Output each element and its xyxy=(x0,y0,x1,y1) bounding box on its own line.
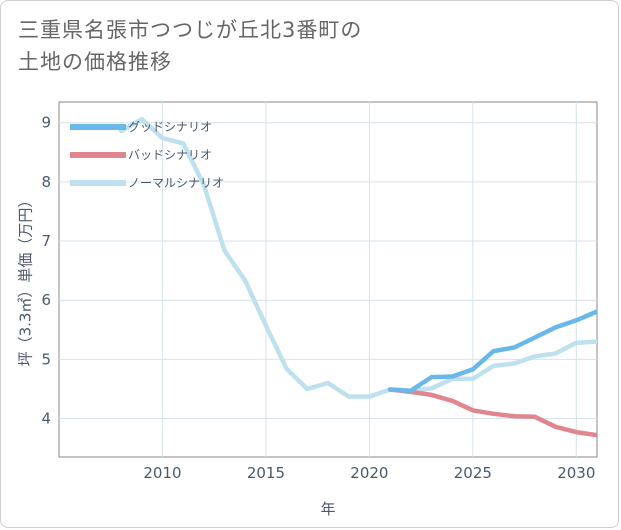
y-tick-label: 4 xyxy=(41,410,51,428)
y-tick-label: 7 xyxy=(41,232,51,250)
legend-label: ノーマルシナリオ xyxy=(128,176,224,190)
x-tick-label: 2025 xyxy=(454,464,492,482)
x-tick-label: 2010 xyxy=(143,464,181,482)
x-tick-label: 2015 xyxy=(247,464,285,482)
legend-item[interactable]: グッドシナリオ xyxy=(70,120,212,134)
legend-label: バッドシナリオ xyxy=(128,148,212,162)
x-tick-label: 2030 xyxy=(557,464,595,482)
x-axis-title: 年 xyxy=(320,500,335,518)
y-tick-label: 6 xyxy=(41,291,51,309)
y-tick-label: 9 xyxy=(41,114,51,132)
y-tick-label: 8 xyxy=(41,173,51,191)
legend-label: グッドシナリオ xyxy=(128,120,212,134)
series-lines xyxy=(118,116,597,438)
plot-area xyxy=(58,101,598,458)
y-axis-title: 坪（3.3㎡）単価（万円） xyxy=(17,193,35,367)
axis-ticks: 2010 2015 2020 2025 2030 4 5 6 7 8 9 xyxy=(41,114,595,482)
series-line xyxy=(118,116,597,399)
chart-title: 三重県名張市つつじが丘北3番町の 土地の価格推移 xyxy=(18,18,363,74)
series-line xyxy=(387,309,597,393)
series-line xyxy=(387,387,597,438)
legend-item[interactable]: ノーマルシナリオ xyxy=(70,176,224,190)
x-tick-label: 2020 xyxy=(350,464,388,482)
legend-item[interactable]: バッドシナリオ xyxy=(70,148,212,162)
y-tick-label: 5 xyxy=(41,350,51,368)
